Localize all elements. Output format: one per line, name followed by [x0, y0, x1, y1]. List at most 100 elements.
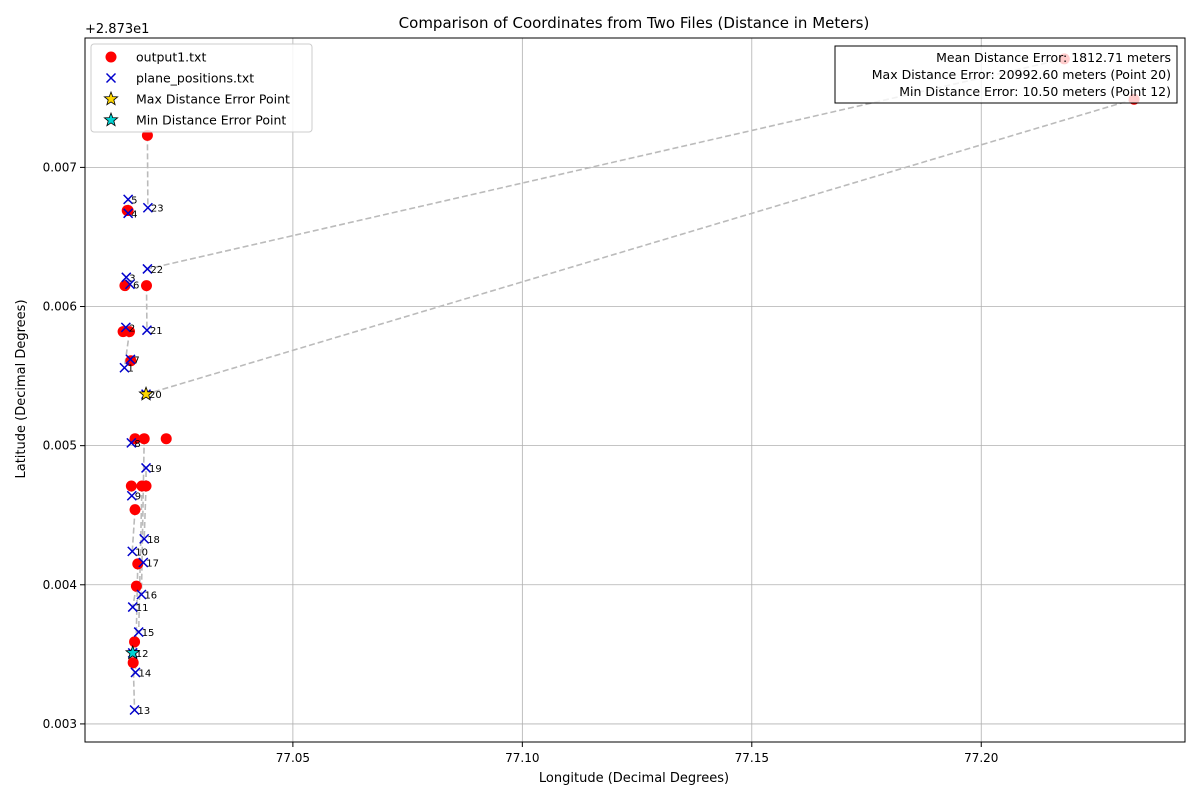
connection-line — [145, 98, 1135, 395]
plane-marker-stroke — [141, 462, 152, 473]
plane-point — [126, 437, 137, 448]
x-tick-label: 77.10 — [505, 751, 539, 765]
output1-point — [160, 433, 172, 445]
point-label: 11 — [136, 603, 149, 614]
plane-marker-stroke — [124, 279, 136, 290]
x-axis-label: Longitude (Decimal Degrees) — [539, 771, 729, 786]
point-label: 9 — [135, 492, 141, 503]
y-tick-label: 0.007 — [43, 160, 77, 174]
y-axis-label: Latitude (Decimal Degrees) — [14, 299, 29, 478]
plane-marker-stroke — [139, 533, 150, 544]
legend: output1.txt plane_positions.txt Max Distan… — [90, 43, 313, 133]
output1-point — [140, 280, 152, 292]
plane-point — [127, 602, 138, 613]
plane-marker-stroke — [127, 546, 138, 557]
point-label: 4 — [131, 209, 137, 220]
axes-frame — [84, 37, 1186, 743]
stats-annotation-box: Mean Distance Error: 1812.71 meters Max D… — [834, 45, 1178, 104]
point-label: 16 — [144, 591, 157, 602]
plane-point — [119, 362, 130, 373]
point-label: 6 — [133, 280, 139, 291]
max-error-star — [138, 386, 154, 401]
legend-marker-max-star — [103, 90, 119, 106]
point-label: 21 — [150, 326, 163, 337]
plane-point — [129, 704, 140, 716]
plane-point — [136, 589, 147, 600]
plane-point — [141, 325, 152, 336]
plane-marker-stroke — [126, 490, 137, 501]
chart-title: Comparison of Coordinates from Two Files… — [399, 14, 870, 32]
plane-point — [141, 462, 152, 473]
plane-marker-stroke — [136, 589, 147, 600]
plane-point — [123, 194, 134, 205]
point-label: 13 — [138, 706, 151, 717]
plane-marker-stroke — [120, 322, 131, 333]
annotation-line: Min Distance Error: 10.50 meters (Point … — [899, 84, 1171, 99]
point-label: 14 — [138, 668, 151, 679]
plane-point — [142, 202, 153, 213]
plane-point — [126, 490, 137, 501]
legend-label: Min Distance Error Point — [136, 113, 286, 128]
plane-point — [120, 322, 131, 333]
plane-point — [130, 667, 141, 678]
output1-point — [125, 480, 137, 492]
point-label: 7 — [133, 355, 139, 366]
point-label: 2 — [129, 323, 135, 334]
plane-point — [133, 627, 144, 638]
point-label: 8 — [134, 439, 140, 450]
plane-point — [139, 533, 150, 544]
plane-point — [121, 272, 132, 283]
plane-point — [127, 546, 138, 557]
plane-marker-stroke — [119, 362, 130, 373]
plot-area: 123456789101112131415161718192021222377.… — [43, 37, 1186, 765]
point-label: 15 — [142, 628, 155, 639]
point-label: 1 — [127, 364, 133, 375]
x-tick-label: 77.20 — [964, 751, 998, 765]
point-label: 17 — [146, 559, 159, 570]
plane-marker-stroke — [138, 557, 149, 568]
output1-point — [122, 205, 134, 217]
point-label: 22 — [150, 265, 163, 276]
min-error-star — [124, 644, 141, 660]
annotation-line: Mean Distance Error: 1812.71 meters — [936, 50, 1171, 65]
plane-marker-stroke — [142, 202, 153, 213]
x-tick-label: 77.15 — [735, 751, 769, 765]
legend-label: output1.txt — [136, 50, 206, 65]
plane-marker-stroke — [129, 704, 140, 716]
plane-point — [138, 557, 149, 568]
y-tick-label: 0.004 — [43, 578, 77, 592]
plane-point — [142, 263, 153, 274]
point-label: 20 — [149, 390, 162, 401]
plane-marker-stroke — [141, 325, 152, 336]
output1-point — [141, 129, 153, 141]
y-tick-label: 0.005 — [43, 439, 77, 453]
plane-marker-stroke — [130, 667, 141, 678]
legend-marker-output1 — [105, 51, 117, 63]
plane-point — [123, 208, 134, 219]
plane-point — [125, 354, 136, 365]
legend-marker-plane — [105, 72, 117, 84]
legend-marker-min-star — [103, 111, 119, 127]
point-label: 18 — [147, 535, 160, 546]
legend-label: Max Distance Error Point — [136, 92, 290, 107]
point-label: 12 — [136, 649, 149, 660]
annotation-frame — [834, 45, 1178, 104]
plane-marker-stroke — [133, 627, 144, 638]
annotation-line: Max Distance Error: 20992.60 meters (Poi… — [872, 67, 1171, 82]
point-label: 10 — [135, 547, 148, 558]
plane-marker-stroke — [127, 602, 138, 613]
output1-point — [127, 657, 139, 669]
output1-point — [132, 558, 144, 570]
output1-point — [130, 580, 142, 592]
point-label: 3 — [129, 273, 135, 284]
output1-point — [129, 504, 141, 516]
legend-label: plane_positions.txt — [136, 71, 254, 86]
plane-marker-stroke — [125, 354, 136, 365]
plane-marker-stroke — [121, 272, 132, 283]
plane-marker-stroke — [123, 208, 134, 219]
connection-line — [123, 331, 131, 368]
y-tick-label: 0.006 — [43, 300, 77, 314]
plane-point — [124, 279, 136, 290]
